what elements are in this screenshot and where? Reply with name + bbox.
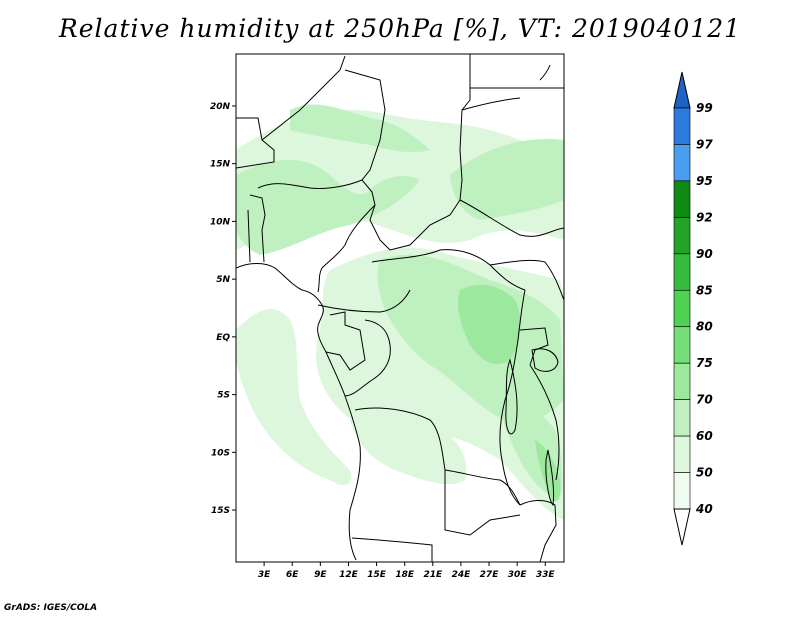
colorbar: 99 97 95 92 90 85 80 75 70 60 50 40 [673, 71, 713, 546]
lat-tick-label: 15S [211, 506, 230, 516]
humidity-band-east [450, 139, 564, 220]
lat-tick-label: 10N [210, 217, 231, 227]
lake-malawi [545, 449, 555, 507]
coast-red-sea [539, 64, 551, 81]
colorbar-level-label: 97 [696, 137, 713, 151]
colorbar-segment [673, 472, 691, 510]
lon-tick-label: 15E [367, 570, 387, 580]
humidity-band-ocean [236, 309, 352, 486]
colorbar-top-triangle [673, 71, 691, 109]
border-chad [344, 54, 471, 251]
colorbar-level-label: 80 [696, 320, 713, 334]
humidity-band-north [290, 104, 430, 153]
lat-tick-label: 15N [210, 160, 231, 170]
map-frame [235, 53, 565, 563]
humidity-field [236, 104, 564, 520]
border-sudan-chad [461, 97, 521, 111]
border-congo [344, 319, 391, 397]
colorbar-level-label: 60 [696, 429, 713, 443]
lon-tick-label: 21E [423, 570, 443, 580]
coastline-west-africa [236, 263, 361, 561]
border-south-sudan [489, 259, 564, 301]
lat-tick-label: 10S [211, 448, 230, 458]
border-niger-nigeria [257, 179, 363, 189]
colorbar-level-label: 95 [696, 174, 713, 188]
country-borders [236, 54, 564, 562]
border-drc-east [499, 289, 526, 506]
border-drc-south [354, 407, 521, 506]
lon-tick-label: 6E [286, 570, 299, 580]
lon-tick-label: 33E [536, 570, 556, 580]
lake-tanganyika [505, 358, 518, 435]
longitude-axis: 3E 6E 9E 12E 15E 18E 21E 24E 27E 30E 33E [258, 562, 556, 580]
colorbar-segment [673, 326, 691, 364]
colorbar-level-label: 92 [696, 210, 713, 224]
colorbar-segment [673, 289, 691, 328]
lon-tick-label: 3E [258, 570, 271, 580]
border-ethiopia [459, 199, 564, 237]
border-niger-chad [261, 55, 346, 141]
grads-credit: GrADS: IGES/COLA [4, 603, 98, 613]
colorbar-level-label: 99 [696, 101, 713, 115]
humidity-band-angola [350, 400, 467, 485]
colorbar-segment [673, 435, 691, 473]
lon-tick-label: 12E [339, 570, 359, 580]
border-angola-zambia [444, 470, 521, 536]
border-gabon [325, 311, 366, 371]
lat-tick-label: 20N [210, 102, 231, 112]
lon-tick-label: 24E [452, 570, 472, 580]
lon-tick-label: 18E [395, 570, 415, 580]
humidity-band-malawi [535, 440, 561, 502]
border-car [371, 249, 526, 291]
lat-tick-label: EQ [216, 333, 230, 343]
colorbar-segment [673, 144, 691, 182]
border-nigeria-cameroon [317, 204, 376, 293]
colorbar-segment [673, 217, 691, 255]
colorbar-segment [673, 107, 691, 145]
lat-tick-label: 5S [217, 391, 230, 401]
border-zambia-moz [519, 500, 557, 562]
lake-victoria [531, 348, 559, 372]
chart-title: Relative humidity at 250hPa [%], VT: 201… [58, 14, 742, 43]
colorbar-level-label: 85 [696, 283, 713, 297]
latitude-axis: 20N 15N 10N 5N EQ 5S 10S 15S [210, 102, 236, 516]
colorbar-level-label: 70 [696, 393, 713, 407]
colorbar-level-label: 40 [695, 502, 713, 516]
humidity-band-lakes [458, 284, 521, 365]
border-namibia [351, 537, 433, 562]
colorbar-bottom-triangle [673, 508, 691, 546]
lon-tick-label: 9E [314, 570, 327, 580]
border-cameroon-south [317, 289, 411, 313]
border-sahara-1 [236, 117, 275, 169]
colorbar-segment [673, 253, 691, 291]
border-ghana [247, 209, 251, 263]
colorbar-segment [673, 399, 691, 437]
lat-tick-label: 5N [216, 275, 230, 285]
colorbar-level-label: 90 [696, 247, 713, 261]
lon-tick-label: 27E [480, 570, 500, 580]
lon-tick-label: 30E [508, 570, 528, 580]
colorbar-segment [673, 362, 691, 400]
border-tanzania [529, 364, 560, 481]
colorbar-segment [673, 180, 691, 218]
colorbar-level-label: 50 [696, 466, 713, 480]
border-benin [249, 194, 266, 263]
colorbar-level-label: 75 [696, 356, 713, 370]
